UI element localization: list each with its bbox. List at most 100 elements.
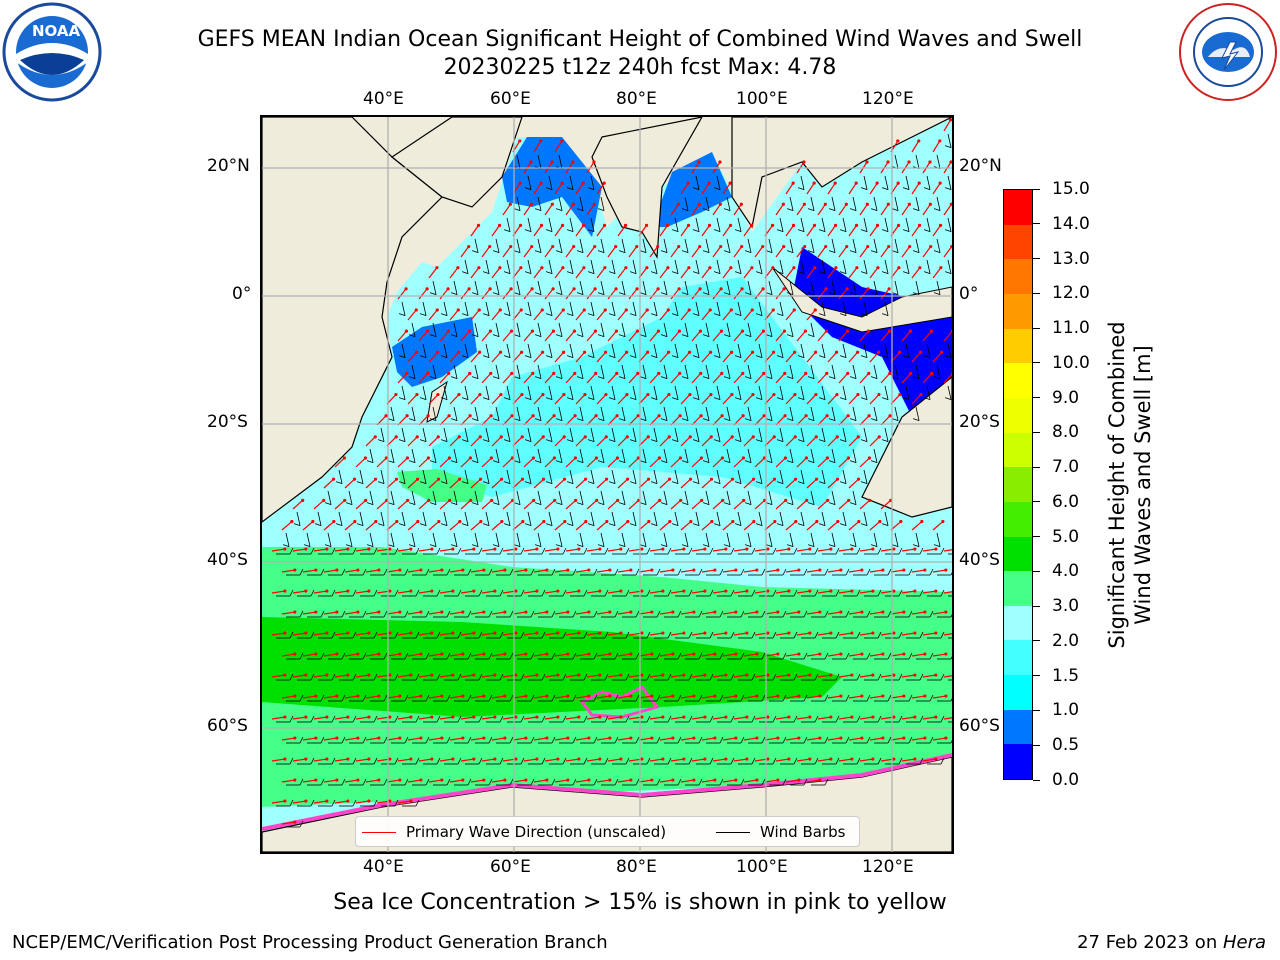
wind-barb [537,448,542,463]
wind-barb-flag [597,460,605,464]
wave-direction-arrow [470,394,481,405]
wind-barb [642,490,647,505]
wave-arrow-head [719,244,723,249]
wind-barb-flag [629,313,637,317]
wave-direction-arrow [838,499,850,510]
wave-direction-arrow [502,203,511,216]
wind-barb-flag [436,547,441,555]
wave-direction-arrow [859,632,873,636]
wave-direction-arrow [743,611,757,615]
wave-direction-arrow [418,330,428,342]
wind-barb [611,385,616,400]
wind-barb [810,364,815,379]
lon-label-bottom: 80°E [616,857,657,877]
wave-arrow-head [530,329,535,333]
wave-direction-arrow [817,246,827,258]
wind-barb-flag [782,694,787,702]
wave-arrow-head [587,568,591,572]
bay-bengal-low [652,152,732,227]
wind-barb-flag [902,271,910,275]
wave-arrow-head [898,392,902,397]
wind-barb-flag [629,271,637,275]
wave-direction-arrow [775,758,789,762]
wave-direction-arrow [890,569,904,573]
wind-barb-flag [608,523,616,527]
wave-arrow-head [703,589,707,593]
wave-arrow-head [489,414,493,418]
wind-barb-flag [310,799,315,807]
wind-barb-flag [324,544,332,548]
wave-direction-arrow [680,653,694,657]
wind-barb-flag [919,757,924,765]
wind-barb-flag [713,313,721,317]
wind-barb [537,196,542,211]
wind-barb-flag [677,610,682,618]
wave-direction-arrow [344,569,358,573]
wave-arrow-head [787,715,791,719]
wave-arrow-head [508,202,512,206]
wind-barb-flag [387,544,395,548]
wave-direction-arrow [680,267,690,279]
wind-barb-flag [562,757,567,765]
wave-direction-arrow [838,674,852,678]
wave-arrow-head [713,736,717,740]
wind-barb-flag [587,439,595,443]
wave-direction-arrow [817,330,827,342]
wave-arrow-head [440,694,444,698]
wind-barb [653,427,658,442]
wind-barb [800,511,805,526]
wind-barb-flag [891,250,899,254]
wave-arrow-head [367,673,371,677]
wave-arrow-head [356,652,360,656]
wave-arrow-head [899,519,903,524]
wind-barb [485,511,490,526]
wave-arrow-head [713,778,717,782]
wave-direction-arrow [554,611,568,615]
wave-direction-arrow [575,521,587,531]
wind-barb [642,532,647,547]
wave-direction-arrow [827,478,838,489]
wave-direction-arrow [428,569,442,573]
wave-direction-arrow [292,758,306,762]
wave-direction-arrow [880,330,890,342]
wind-barb-flag [839,229,847,233]
wave-direction-arrow [943,675,952,678]
wind-barb-flag [440,355,448,359]
wave-direction-arrow [785,569,799,573]
wave-arrow-head [881,610,885,614]
wave-arrow-head [524,736,528,740]
wave-direction-arrow [701,653,715,657]
wind-barb [842,301,847,316]
wind-barb [894,364,899,379]
wind-barb-flag [503,397,511,401]
wind-barb-flag [681,250,689,254]
wave-direction-arrow [859,246,869,258]
wave-arrow-head [587,652,591,656]
wind-barb-flag [555,334,563,338]
lon-label-bottom: 60°E [490,857,531,877]
wave-direction-arrow [365,653,379,657]
wind-barb-flag [583,757,588,765]
wind-barb-flag [429,460,437,464]
wind-barb [642,238,647,253]
wave-arrow-head [524,610,528,614]
colorbar-segment [1004,536,1032,572]
wind-barb-flag [856,715,861,723]
wave-arrow-head [556,715,560,719]
wave-arrow-head [566,736,570,740]
wave-direction-arrow [586,548,600,552]
wind-barb-flag [870,544,878,548]
wind-barb-flag [408,334,416,338]
wind-barb-flag [597,292,605,296]
wave-direction-arrow [449,779,463,783]
wave-arrow-head [645,308,649,312]
wave-direction-arrow [292,716,306,720]
wind-barb-flag [839,481,847,485]
wind-barb [821,427,826,442]
wave-arrow-head [388,547,392,551]
wave-arrow-head [944,736,948,740]
wave-direction-arrow [691,246,701,258]
wave-arrow-head [814,477,819,481]
wave-direction-arrow [743,569,757,573]
wave-direction-arrow [607,246,617,258]
